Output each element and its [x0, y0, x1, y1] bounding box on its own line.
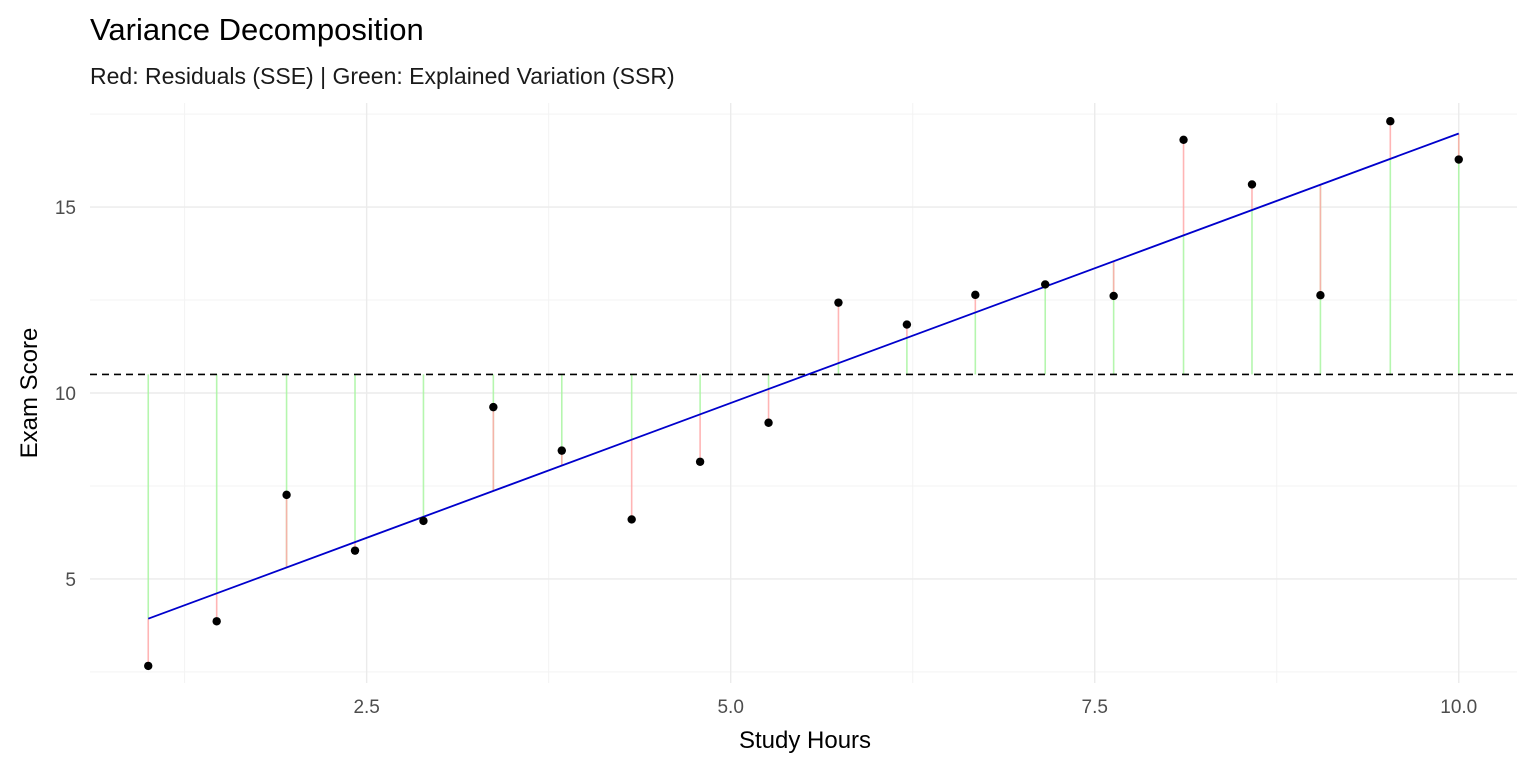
y-tick-label: 15 — [55, 198, 76, 219]
y-tick-labels: 5 10 15 — [55, 198, 76, 591]
grid-major — [90, 103, 1517, 683]
x-axis-label: Study Hours — [739, 727, 871, 754]
chart-title: Variance Decomposition — [90, 12, 424, 47]
data-point — [902, 320, 912, 329]
y-tick-label: 10 — [55, 384, 76, 405]
regression-line — [147, 132, 1460, 620]
data-point — [971, 290, 980, 300]
data-point — [212, 617, 221, 626]
data-point — [834, 298, 843, 307]
data-points — [144, 117, 1463, 671]
x-tick-label: 10.0 — [1440, 697, 1477, 718]
data-point — [489, 402, 498, 412]
x-tick-label: 5.0 — [717, 697, 743, 718]
chart-subtitle: Red: Residuals (SSE) | Green: Explained … — [90, 63, 675, 89]
data-point — [1454, 155, 1463, 164]
data-point — [1386, 117, 1395, 126]
x-tick-label: 2.5 — [353, 697, 379, 718]
data-point — [144, 661, 153, 671]
fit-layer — [147, 132, 1460, 620]
data-point — [557, 446, 566, 455]
data-point — [1247, 180, 1257, 189]
x-tick-label: 7.5 — [1082, 697, 1108, 718]
data-point — [1041, 280, 1050, 289]
x-tick-labels: 2.5 5.0 7.5 10.0 — [353, 697, 1477, 718]
data-point — [695, 457, 705, 466]
y-tick-label: 5 — [65, 570, 76, 591]
y-axis-label: Exam Score — [16, 328, 43, 459]
data-point — [419, 516, 428, 526]
data-point — [627, 515, 636, 524]
data-point — [1179, 135, 1188, 145]
data-point — [764, 418, 773, 427]
data-point — [282, 490, 291, 500]
grid-minor — [90, 103, 1517, 683]
data-point — [1109, 291, 1118, 301]
data-point — [350, 546, 360, 555]
data-point — [1316, 291, 1325, 300]
